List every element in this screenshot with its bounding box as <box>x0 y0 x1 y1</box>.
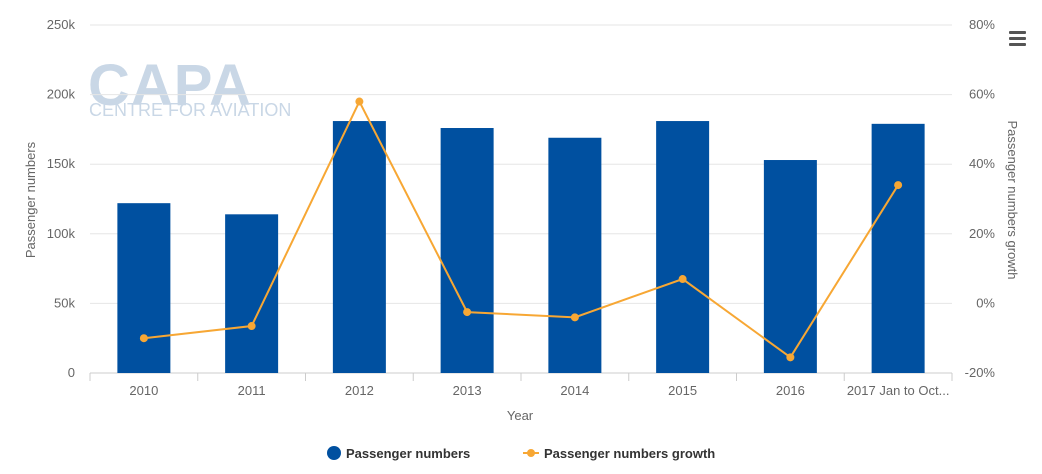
y-axis-right-title: Passenger numbers growth <box>1005 121 1020 280</box>
y-left-tick-label: 200k <box>47 87 76 102</box>
bar[interactable] <box>332 121 386 373</box>
growth-point[interactable] <box>894 181 903 190</box>
growth-point[interactable] <box>355 97 364 106</box>
legend-item-passenger-numbers[interactable]: Passenger numbers <box>327 446 470 461</box>
bar-series <box>117 121 925 373</box>
x-tick-label: 2013 <box>453 383 482 398</box>
legend-item-passenger-numbers-growth[interactable]: Passenger numbers growth <box>523 446 715 461</box>
y-right-tick-label: 60% <box>969 87 995 102</box>
bar[interactable] <box>548 137 602 373</box>
bar[interactable] <box>117 203 171 373</box>
legend-label-passenger-numbers: Passenger numbers <box>346 446 470 461</box>
x-tick-label: 2014 <box>560 383 589 398</box>
x-tick-label: 2015 <box>668 383 697 398</box>
y-axis-left-ticks: 0 50k 100k 150k 200k 250k <box>47 17 76 380</box>
legend: Passenger numbers Passenger numbers grow… <box>327 446 715 461</box>
y-right-tick-label: 20% <box>969 226 995 241</box>
growth-point[interactable] <box>247 322 256 331</box>
y-right-tick-label: 0% <box>976 295 995 310</box>
y-left-tick-label: 100k <box>47 226 76 241</box>
y-left-tick-label: 50k <box>54 295 75 310</box>
growth-point[interactable] <box>139 334 148 343</box>
watermark-logo-text: CAPA <box>88 53 252 118</box>
growth-point[interactable] <box>786 353 795 362</box>
bar[interactable] <box>440 128 494 373</box>
y-left-tick-label: 0 <box>68 365 75 380</box>
x-axis-title: Year <box>507 408 534 423</box>
growth-point[interactable] <box>678 275 687 284</box>
watermark-sub-text: CENTRE FOR AVIATION <box>89 100 291 120</box>
legend-bar-swatch <box>327 446 341 460</box>
hamburger-menu-icon[interactable] <box>1004 28 1030 50</box>
legend-label-passenger-numbers-growth: Passenger numbers growth <box>544 446 715 461</box>
bar[interactable] <box>871 123 925 373</box>
x-tick-label: 2017 Jan to Oct... <box>847 383 950 398</box>
growth-point[interactable] <box>463 308 472 317</box>
bar[interactable] <box>656 121 710 373</box>
y-left-tick-label: 250k <box>47 17 76 32</box>
bar[interactable] <box>763 160 817 373</box>
growth-line <box>143 99 899 359</box>
y-axis-right-ticks: -20% 0% 20% 40% 60% 80% <box>965 17 996 380</box>
capa-watermark-logo: CAPA CENTRE FOR AVIATION <box>88 53 291 120</box>
x-axis-ticks: 2010 2011 2012 2013 2014 2015 2016 2017 Jan to … <box>89 373 953 398</box>
y-right-tick-label: 80% <box>969 17 995 32</box>
y-right-tick-label: -20% <box>965 365 996 380</box>
y-right-tick-label: 40% <box>969 156 995 171</box>
y-axis-left-title: Passenger numbers <box>23 141 38 258</box>
x-tick-label: 2016 <box>776 383 805 398</box>
legend-line-marker <box>527 449 535 457</box>
growth-point[interactable] <box>570 313 579 322</box>
x-tick-label: 2010 <box>129 383 158 398</box>
x-tick-label: 2012 <box>345 383 374 398</box>
line-series <box>139 97 903 362</box>
x-tick-label: 2011 <box>238 383 266 398</box>
y-left-tick-label: 150k <box>47 156 76 171</box>
bar[interactable] <box>225 214 279 373</box>
